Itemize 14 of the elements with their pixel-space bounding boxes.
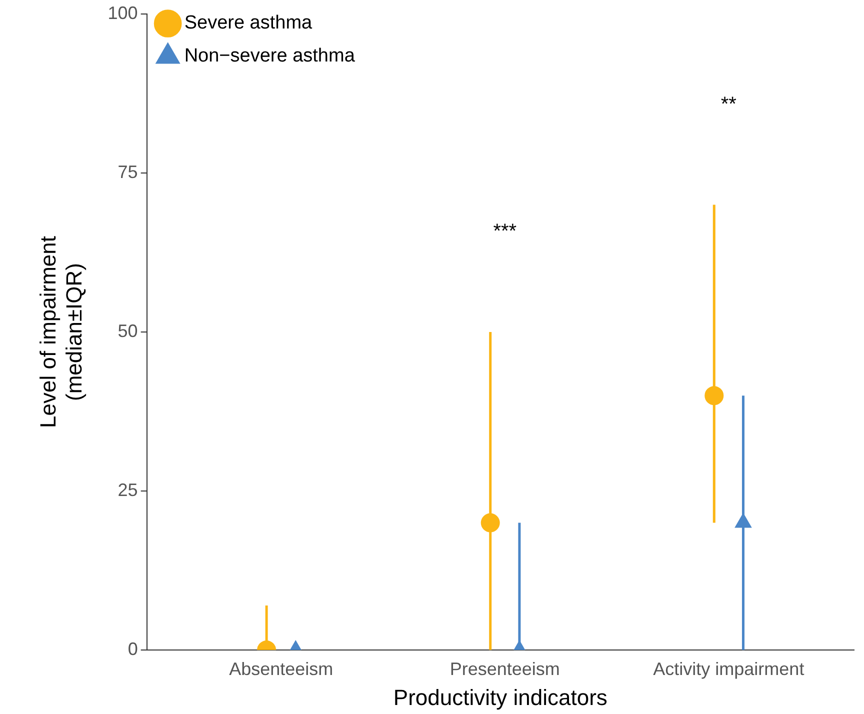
y-axis-title: Level of impairment (median±IQR)	[35, 236, 87, 428]
annotation: ***	[493, 220, 517, 243]
x-tick-label: Presenteeism	[450, 658, 560, 679]
x-axis-title: Productivity indicators	[393, 684, 608, 710]
y-tick-label: 100	[108, 2, 138, 23]
y-tick-label: 50	[118, 320, 138, 341]
x-tick-label: Absenteeism	[229, 658, 334, 679]
y-tick-label: 75	[118, 162, 138, 182]
y-tick-label: 0	[128, 638, 138, 659]
y-tick-label: 25	[118, 480, 138, 500]
annotation: **	[720, 93, 737, 116]
legend-label: Non−severe asthma	[184, 46, 356, 67]
legend-label: Severe asthma	[184, 12, 313, 34]
x-tick-label: Activity impairment	[653, 658, 804, 679]
